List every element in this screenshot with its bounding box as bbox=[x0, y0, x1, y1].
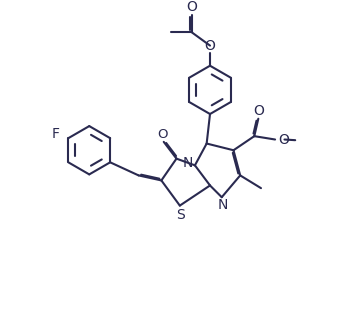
Text: O: O bbox=[278, 132, 289, 147]
Text: N: N bbox=[182, 156, 193, 170]
Text: O: O bbox=[253, 104, 264, 118]
Text: O: O bbox=[158, 128, 168, 141]
Text: O: O bbox=[205, 39, 216, 52]
Text: O: O bbox=[186, 0, 197, 14]
Text: S: S bbox=[176, 208, 185, 222]
Text: F: F bbox=[51, 127, 59, 141]
Text: N: N bbox=[217, 198, 228, 212]
